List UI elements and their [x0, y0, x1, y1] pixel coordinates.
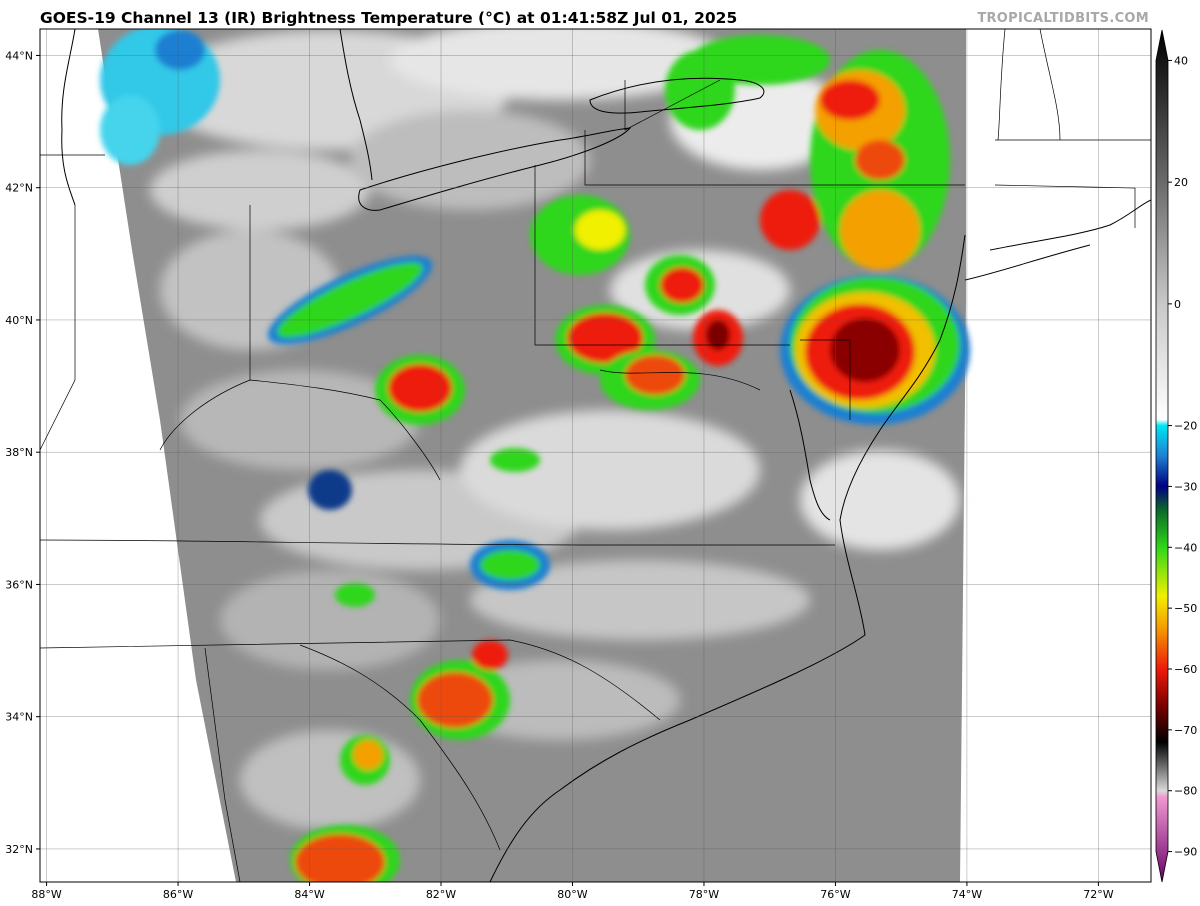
- lon-tick-label: 82°W: [426, 888, 456, 901]
- graticule: [40, 29, 1151, 882]
- colorbar-tick-label: −40: [1174, 541, 1197, 554]
- colorbar-tick-label: 0: [1174, 298, 1181, 311]
- colorbar-tick-label: −50: [1174, 602, 1197, 615]
- lon-tick-label: 84°W: [294, 888, 324, 901]
- lon-tick-label: 76°W: [820, 888, 850, 901]
- colorbar: 40 20 0 −20 −30 −40 −50 −60 −70 −80 −90: [1155, 29, 1197, 883]
- lon-tick-label: 88°W: [31, 888, 61, 901]
- lon-tick-label: 72°W: [1083, 888, 1113, 901]
- cloud-textures: [150, 29, 960, 830]
- lat-tick-label: 38°N: [5, 446, 33, 459]
- colorbar-tick-label: 20: [1174, 176, 1188, 189]
- colorbar-tick-label: −20: [1174, 420, 1197, 433]
- colorbar-tick-label: −30: [1174, 480, 1197, 493]
- lon-tick-label: 74°W: [952, 888, 982, 901]
- colorbar-tick-label: −80: [1174, 785, 1197, 798]
- lat-tick-label: 32°N: [5, 843, 33, 856]
- colorbar-tick-label: −70: [1174, 724, 1197, 737]
- colorbar-tick-label: −90: [1174, 846, 1197, 859]
- map-title: GOES-19 Channel 13 (IR) Brightness Tempe…: [40, 9, 738, 27]
- state-borders: [40, 29, 1151, 882]
- longitude-ticks: 88°W 86°W 84°W 82°W 80°W 78°W 76°W 74°W 72°W: [31, 882, 1114, 901]
- colorbar-tick-label: −60: [1174, 663, 1197, 676]
- colorbar-bar: [1155, 29, 1169, 883]
- lat-tick-label: 40°N: [5, 314, 33, 327]
- lat-tick-label: 36°N: [5, 578, 33, 591]
- lat-tick-label: 34°N: [5, 711, 33, 724]
- coastlines-and-borders: [61, 29, 1151, 882]
- latitude-ticks: 44°N 42°N 40°N 38°N 36°N 34°N 32°N: [5, 49, 40, 856]
- lon-tick-label: 80°W: [557, 888, 587, 901]
- colorbar-ticks: 40 20 0 −20 −30 −40 −50 −60 −70 −80 −90: [1168, 54, 1197, 859]
- lat-tick-label: 44°N: [5, 49, 33, 62]
- credit-watermark: TROPICALTIDBITS.COM: [977, 11, 1149, 26]
- lon-tick-label: 86°W: [163, 888, 193, 901]
- map-frame: [39, 28, 1152, 883]
- lat-tick-label: 42°N: [5, 182, 33, 195]
- imagery-layer: [84, 29, 970, 882]
- colorbar-tick-label: 40: [1174, 54, 1188, 67]
- lon-tick-label: 78°W: [689, 888, 719, 901]
